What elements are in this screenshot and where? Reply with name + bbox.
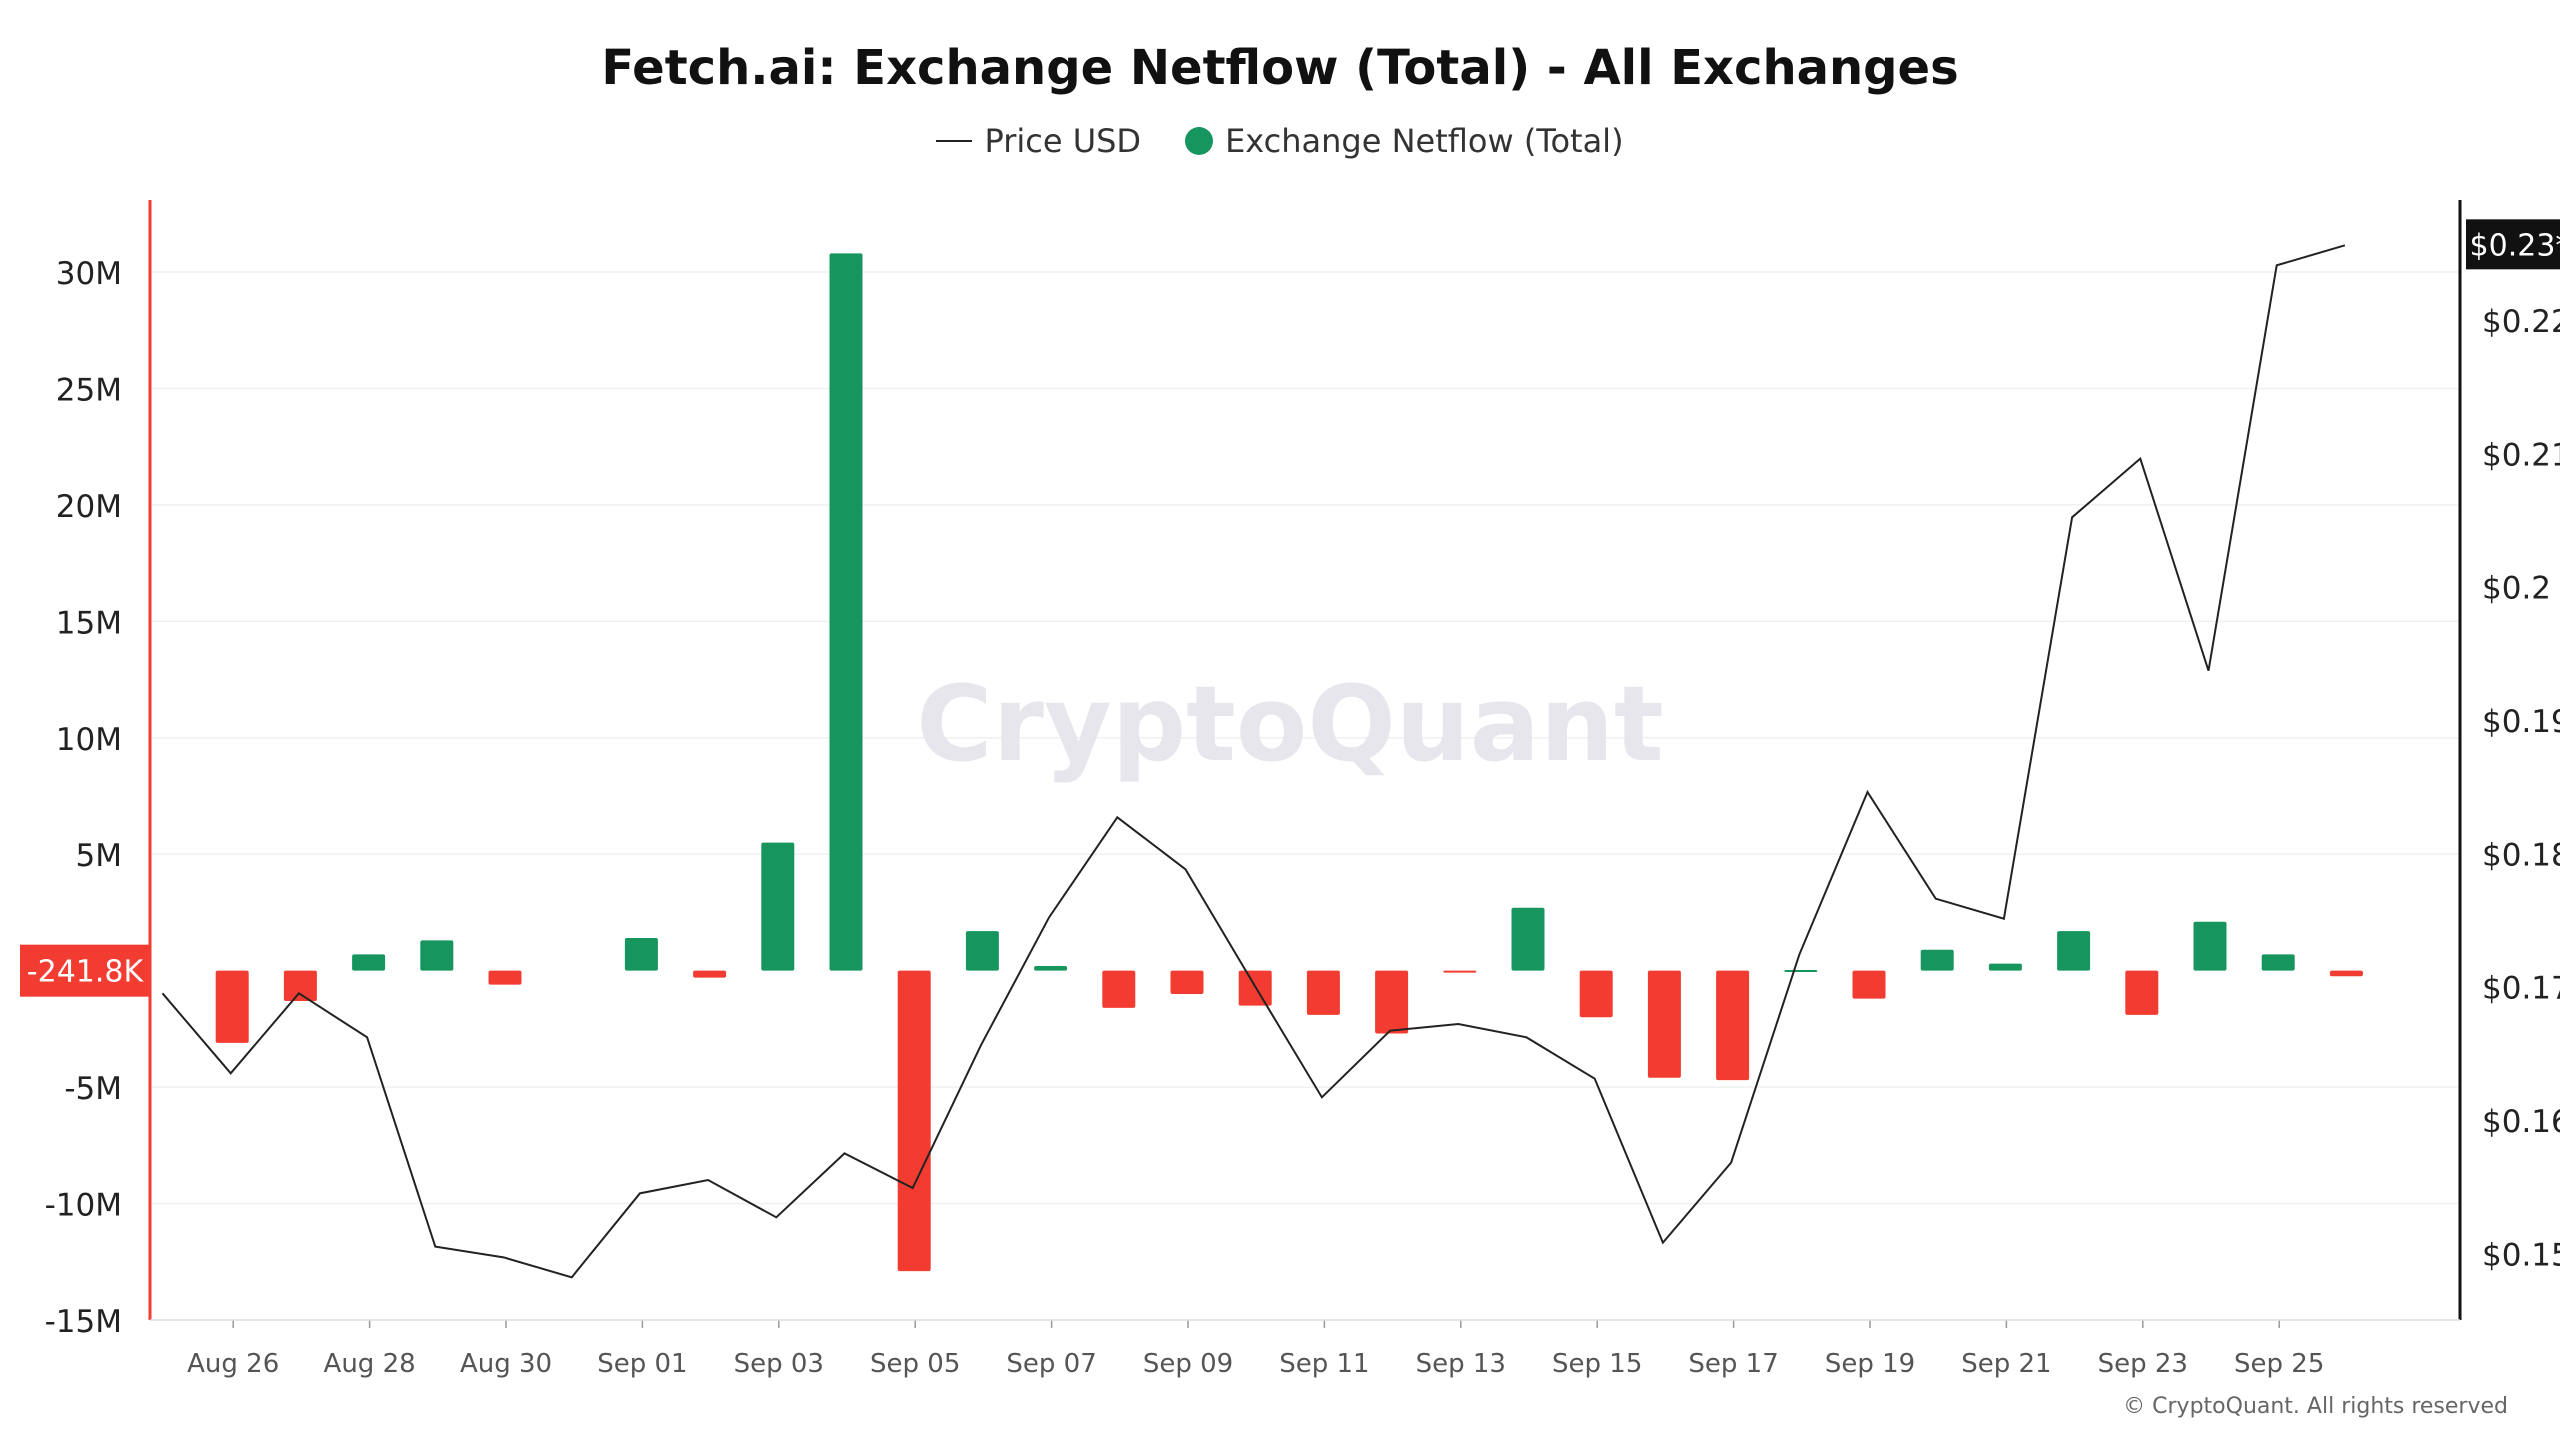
netflow-bar (1034, 966, 1068, 971)
netflow-bar (283, 970, 317, 1001)
netflow-bars (215, 253, 2363, 1272)
netflow-bar (2193, 921, 2227, 971)
y-left-tick-label: -10M (45, 1188, 122, 1224)
price-line (161, 244, 2346, 1279)
netflow-bar (1170, 970, 1204, 994)
netflow-bar (1375, 970, 1409, 1034)
netflow-bar (1443, 970, 1477, 973)
legend-price-label: Price USD (984, 122, 1142, 160)
x-tick-label: Sep 15 (1552, 1349, 1642, 1379)
netflow-bar (352, 954, 386, 971)
netflow-bar (1647, 970, 1681, 1078)
netflow-bar (1716, 970, 1750, 1081)
chart-title: Fetch.ai: Exchange Netflow (Total) - All… (601, 40, 1959, 96)
netflow-bar (215, 970, 249, 1043)
price-line-swatch (936, 140, 973, 142)
y-right-tick-label: $0.22 (2482, 304, 2560, 340)
y-left-tick-label: -5M (64, 1071, 122, 1107)
x-tick-label: Sep 25 (2234, 1349, 2324, 1379)
legend-item-price[interactable]: Price USD (936, 122, 1141, 160)
x-tick-label: Sep 23 (2098, 1349, 2188, 1379)
x-tick-label: Sep 19 (1825, 1349, 1915, 1379)
tick-labels: 30M 25M 20M 15M 10M 5M -5M -10M -15M $0.22 $0.21 $0… (20, 219, 2560, 1379)
grid (150, 271, 2460, 1321)
netflow-bar (2057, 931, 2091, 971)
netflow-bar (1579, 970, 1613, 1018)
y-left-tick-label: -15M (45, 1304, 122, 1340)
x-tick-label: Sep 01 (597, 1349, 687, 1379)
netflow-bar (1102, 970, 1136, 1008)
x-tick-label: Sep 07 (1006, 1349, 1096, 1379)
copyright-text: © CryptoQuant. All rights reserved (2123, 1394, 2508, 1419)
y-right-tick-label: $0.16 (2482, 1104, 2560, 1140)
x-tick-label: Aug 26 (187, 1349, 279, 1379)
netflow-bar (693, 970, 727, 978)
netflow-bar (2329, 970, 2363, 977)
x-tick-label: Sep 09 (1143, 1349, 1233, 1379)
x-tick-label: Aug 28 (324, 1349, 416, 1379)
y-left-tick-label: 20M (56, 489, 122, 525)
left-value-badge-text: -241.8K (27, 955, 145, 990)
x-tick-label: Sep 21 (1961, 1349, 2051, 1379)
y-left-tick-label: 30M (56, 256, 122, 292)
y-right-tick-label: $0.2 (2482, 571, 2551, 607)
netflow-bar (829, 253, 863, 971)
y-left-tick-label: 25M (56, 372, 122, 408)
x-tick-label: Sep 17 (1688, 1349, 1778, 1379)
left-value-badge (20, 944, 150, 997)
netflow-bar (1306, 970, 1340, 1015)
y-left-tick-label: 10M (56, 722, 122, 758)
y-right-tick-label: $0.21 (2482, 437, 2560, 473)
y-right-tick-label: $0.19 (2482, 704, 2560, 740)
price-line-group (161, 244, 2346, 1279)
netflow-bar (2125, 970, 2159, 1015)
netflow-bar (1784, 969, 1818, 972)
netflow-bar (624, 938, 658, 971)
watermark: CryptoQuant (916, 663, 1663, 785)
netflow-bar (2261, 954, 2295, 971)
x-tick-label: Sep 03 (734, 1349, 824, 1379)
netflow-bar (1852, 970, 1886, 999)
netflow-dot-swatch (1185, 127, 1214, 155)
netflow-bar (1988, 963, 2022, 971)
axes (148, 200, 2462, 1328)
netflow-bar (761, 842, 795, 971)
y-right-tick-label: $0.17 (2482, 971, 2560, 1007)
x-tick-label: Sep 11 (1279, 1349, 1369, 1379)
netflow-bar (488, 970, 522, 985)
netflow-bar (897, 970, 931, 1272)
right-value-badge-text: $0.23* (2470, 228, 2560, 263)
legend: Price USD Exchange Netflow (Total) (0, 122, 2560, 160)
legend-item-netflow[interactable]: Exchange Netflow (Total) (1185, 122, 1624, 160)
netflow-bar (965, 931, 999, 971)
x-tick-label: Aug 30 (460, 1349, 552, 1379)
netflow-bar (1920, 949, 1954, 971)
y-right-tick-label: $0.15 (2482, 1237, 2560, 1273)
y-left-tick-label: 15M (56, 605, 122, 641)
y-right-tick-label: $0.18 (2482, 837, 2560, 873)
netflow-bar (1511, 907, 1545, 971)
legend-netflow-label: Exchange Netflow (Total) (1225, 122, 1624, 160)
x-tick-label: Sep 05 (870, 1349, 960, 1379)
x-tick-label: Sep 13 (1416, 1349, 1506, 1379)
netflow-bar (420, 940, 454, 971)
y-left-tick-label: 5M (76, 838, 122, 874)
right-value-badge (2466, 219, 2560, 270)
